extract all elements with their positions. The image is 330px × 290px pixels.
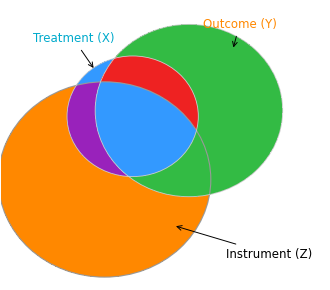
Text: Instrument (Z): Instrument (Z) [177,226,313,261]
Text: Outcome (Y): Outcome (Y) [203,18,277,46]
Text: Treatment (X): Treatment (X) [33,32,114,67]
